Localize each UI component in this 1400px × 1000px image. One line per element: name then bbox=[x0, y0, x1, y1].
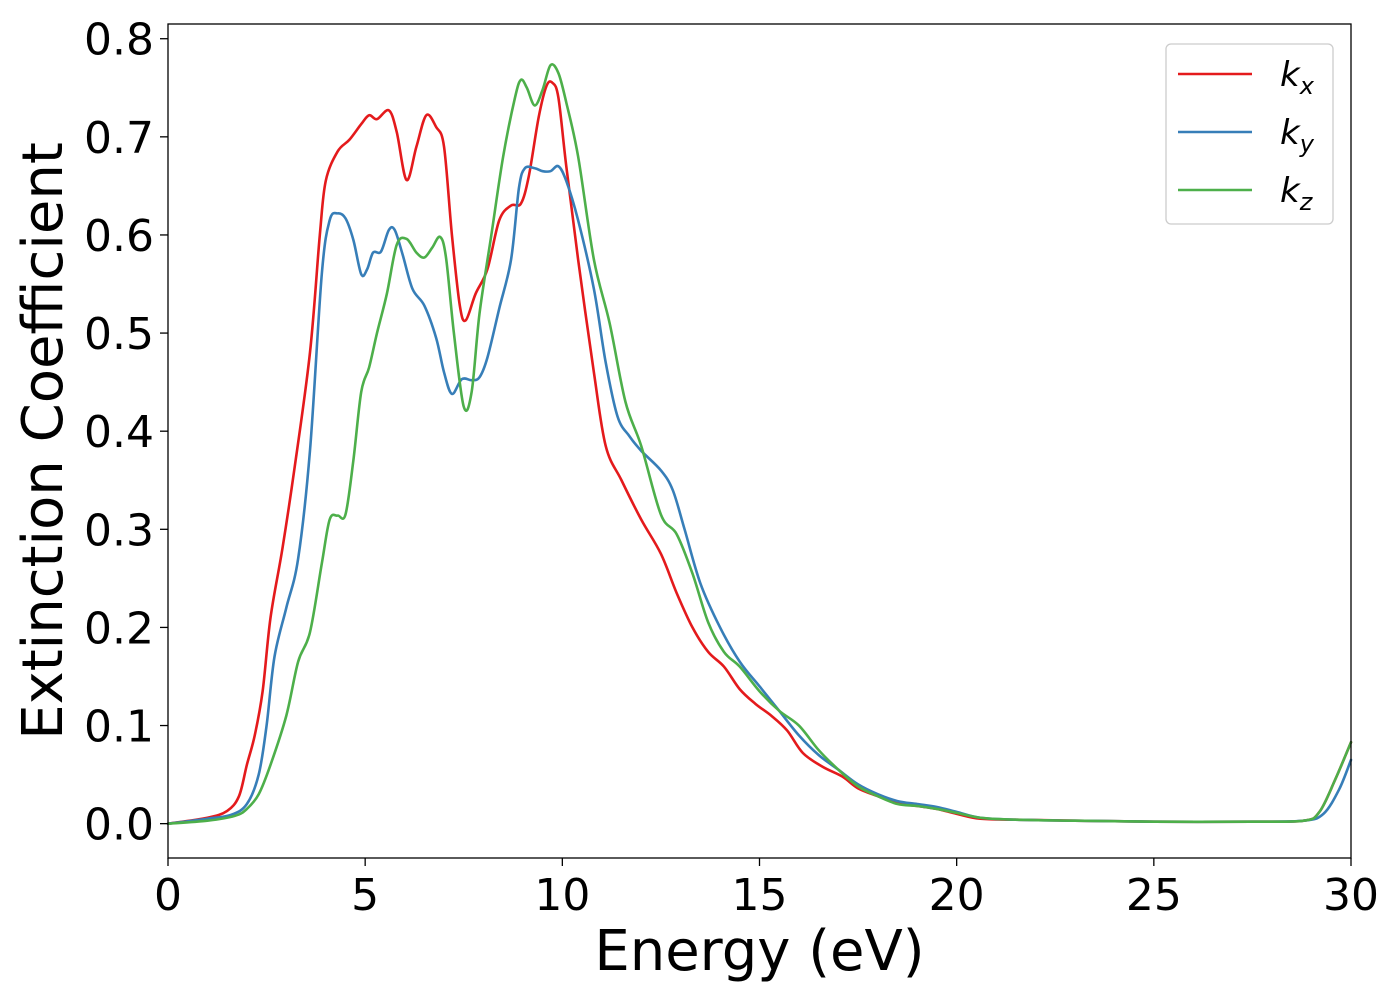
series-line-ky bbox=[166, 164, 1353, 825]
x-tick-label: 15 bbox=[732, 870, 788, 921]
y-tick-label: 0.3 bbox=[84, 505, 154, 556]
x-tick-label: 25 bbox=[1126, 870, 1182, 921]
legend-box bbox=[1165, 43, 1334, 225]
y-tick-label: 0.4 bbox=[84, 407, 154, 458]
series-line-kz bbox=[166, 63, 1353, 825]
y-tick-label: 0.7 bbox=[84, 113, 154, 164]
x-axis-ticks: 0 5 10 15 20 25 30 bbox=[154, 858, 1379, 921]
x-axis-label: Energy (eV) bbox=[594, 919, 924, 984]
y-axis-ticks: 0.0 0.1 0.2 0.3 0.4 0.5 0.6 0.7 0.8 bbox=[84, 15, 168, 851]
y-tick-label: 0.6 bbox=[84, 211, 154, 262]
legend-label-subscript: z bbox=[1299, 188, 1314, 216]
x-tick-label: 20 bbox=[929, 870, 985, 921]
y-tick-label: 0.0 bbox=[84, 800, 154, 851]
legend-label-subscript: y bbox=[1299, 130, 1315, 158]
series-layer bbox=[166, 63, 1353, 825]
legend-label-kz: kz bbox=[1280, 171, 1314, 216]
legend-label-ky: ky bbox=[1280, 113, 1315, 158]
x-tick-label: 30 bbox=[1323, 870, 1379, 921]
legend-label-kx: kx bbox=[1280, 55, 1315, 100]
x-tick-label: 0 bbox=[154, 870, 182, 921]
y-tick-label: 0.8 bbox=[84, 15, 154, 66]
legend-label-main: k bbox=[1280, 113, 1301, 153]
x-tick-label: 5 bbox=[351, 870, 379, 921]
legend-label-subscript: x bbox=[1299, 72, 1315, 100]
legend-label-main: k bbox=[1280, 171, 1301, 211]
legend-label-main: k bbox=[1280, 55, 1301, 95]
y-tick-label: 0.5 bbox=[84, 309, 154, 360]
x-tick-label: 10 bbox=[534, 870, 590, 921]
y-tick-label: 0.2 bbox=[84, 603, 154, 654]
y-axis-label: Extinction Coefficient bbox=[11, 142, 76, 740]
y-tick-label: 0.1 bbox=[84, 702, 154, 753]
